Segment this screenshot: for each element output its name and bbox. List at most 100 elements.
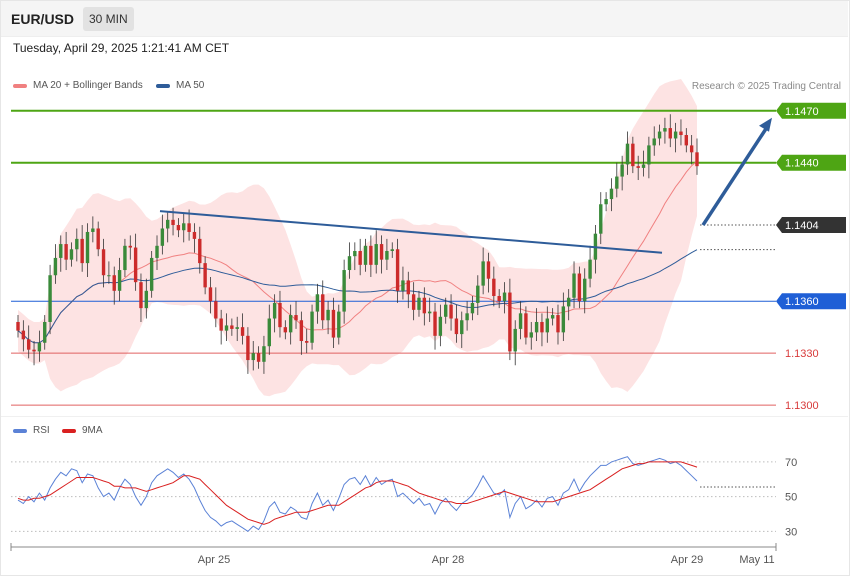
candle [556, 304, 560, 345]
candle [149, 251, 154, 298]
candle-body-down [26, 339, 31, 350]
candle-body-up [572, 273, 576, 298]
candle [85, 223, 90, 277]
candle [80, 225, 84, 272]
candle [75, 228, 79, 262]
candle-body-down [278, 302, 282, 328]
candle-body-down [246, 335, 250, 361]
candle [43, 315, 47, 350]
candle-body-down [32, 349, 36, 352]
candle-body-down [379, 244, 384, 260]
candle [128, 235, 132, 260]
candle [321, 280, 325, 329]
candle [486, 252, 491, 293]
candle-body-up [160, 228, 165, 246]
candle [395, 238, 400, 303]
candle [411, 282, 416, 321]
candle-body-down [636, 166, 640, 168]
candle-body-up [401, 280, 405, 291]
candle [599, 192, 603, 245]
candle [299, 311, 304, 355]
candle [267, 304, 271, 355]
rsi-tick-50: 50 [785, 492, 797, 504]
candle [21, 320, 26, 352]
candle [160, 214, 165, 255]
candle-body-down [369, 245, 373, 265]
candle [91, 216, 95, 243]
candle-body-up [390, 249, 394, 251]
candle [492, 266, 496, 307]
rsi-tick-70: 70 [785, 457, 797, 469]
candle-body-down [406, 280, 410, 295]
candle-body-up [620, 164, 624, 177]
candle [663, 117, 667, 144]
candle-body-up [566, 297, 571, 307]
legend-9ma: 9MA [62, 425, 103, 436]
candle [583, 268, 587, 314]
candle [144, 278, 149, 319]
candle [288, 304, 293, 345]
candle [609, 178, 614, 212]
candle [529, 321, 533, 350]
candle-body-down [556, 315, 560, 333]
legend-ma50: MA 50 [156, 80, 204, 91]
candle-body-up [583, 278, 587, 302]
candle-body-up [288, 315, 293, 333]
candle-body-down [128, 245, 132, 248]
candle-body-up [43, 321, 47, 343]
level-label-1.1300: 1.1300 [785, 400, 819, 412]
candle-body-down [203, 263, 207, 288]
candle-body-up [37, 342, 42, 352]
candle [139, 273, 143, 322]
candle-body-down [230, 325, 234, 329]
candle [502, 282, 507, 314]
candle-body-down [256, 353, 261, 362]
candle [203, 256, 207, 295]
candle-body-up [417, 297, 421, 310]
candle-body-down [16, 321, 20, 331]
candle-body-down [497, 296, 501, 302]
header-bar: EUR/USD 30 MIN [1, 1, 848, 37]
candle [342, 259, 346, 324]
candle-body-up [465, 313, 469, 321]
candle [631, 136, 635, 174]
candle [262, 335, 266, 374]
candle-body-down [486, 261, 491, 279]
candle [406, 271, 410, 309]
candle-body-up [561, 306, 566, 333]
candle-body-up [599, 204, 603, 234]
timeframe-badge[interactable]: 30 MIN [83, 7, 134, 31]
rsi-9ma-line [17, 461, 698, 525]
candle [69, 242, 74, 267]
legend-ma20-label: MA 20 + Bollinger Bands [33, 80, 143, 91]
candle [374, 230, 378, 274]
level-label-1.1360: 1.1360 [785, 296, 819, 308]
candle [422, 287, 427, 326]
candle [454, 304, 459, 343]
candle [684, 128, 689, 153]
legend-rsi-label: RSI [33, 425, 50, 436]
candle [187, 209, 191, 241]
candle-body-up [374, 244, 378, 265]
candle [438, 304, 443, 347]
candle-body-up [529, 332, 533, 338]
candle [240, 313, 245, 345]
candle [449, 294, 453, 331]
candle [224, 313, 229, 342]
candle [363, 238, 368, 272]
candle [358, 238, 362, 276]
level-flag-1.1360 [776, 293, 846, 310]
candle [219, 309, 223, 345]
credit-text: Research © 2025 Trading Central [691, 81, 841, 92]
candle-body-up [235, 327, 239, 329]
ma20-swatch [13, 83, 27, 88]
candle [133, 233, 138, 291]
candle [272, 294, 277, 333]
legend-ma20: MA 20 + Bollinger Bands [13, 80, 143, 91]
level-label-1.1440: 1.1440 [785, 158, 819, 170]
candle-body-down [176, 225, 181, 231]
legend-ma50-label: MA 50 [176, 80, 205, 91]
candle-body-up [347, 256, 352, 271]
candle [310, 304, 314, 350]
candle [433, 302, 437, 350]
